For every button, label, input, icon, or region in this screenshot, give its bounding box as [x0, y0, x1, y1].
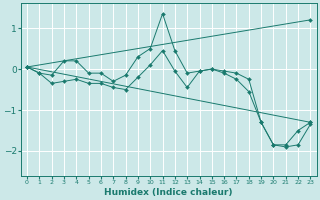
X-axis label: Humidex (Indice chaleur): Humidex (Indice chaleur)	[104, 188, 233, 197]
